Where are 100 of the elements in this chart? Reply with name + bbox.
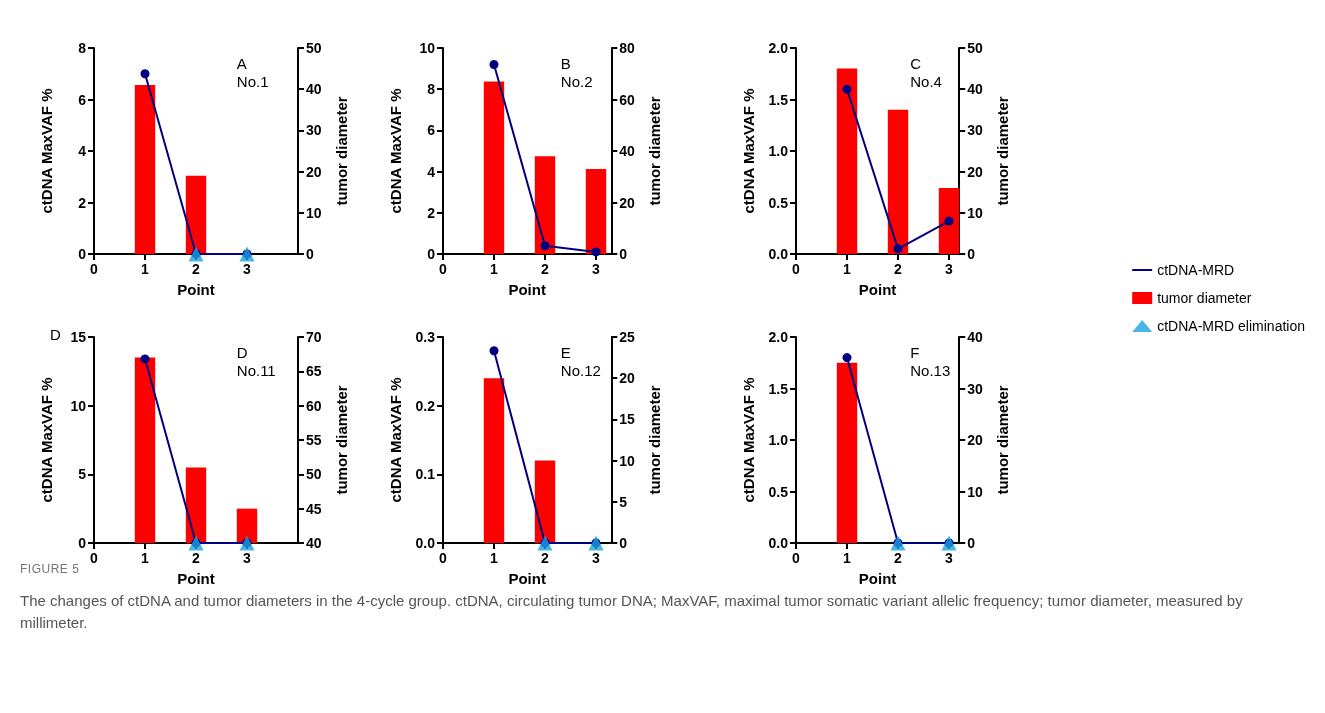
y2-tick-label: 10	[967, 204, 983, 221]
y-tick-label: 1.0	[768, 143, 789, 159]
y2-tick-label: 50	[967, 40, 983, 56]
y2-tick-label: 30	[967, 122, 983, 139]
x-tick-label: 2	[192, 550, 201, 566]
y2-tick-label: 20	[619, 194, 636, 211]
y-tick-label: 2.0	[768, 40, 789, 56]
y-tick-label: 0.1	[415, 466, 436, 483]
x-axis-title: Point	[858, 570, 897, 587]
y2-tick-label: 0	[967, 246, 976, 262]
legend-label: ctDNA-MRD	[1157, 262, 1235, 278]
y2-tick-label: 10	[619, 452, 636, 469]
x-tick-label: 1	[490, 261, 499, 277]
y-tick-label: 0.0	[415, 535, 436, 551]
text: D	[50, 325, 61, 343]
y2-tick-label: 50	[306, 466, 322, 483]
y-tick-label: 0	[78, 246, 87, 262]
y2-tick-label: 0	[619, 246, 628, 262]
x-tick-label: 3	[243, 550, 252, 566]
annotation: B No.2	[560, 54, 593, 90]
y-axis-title: ctDNA MaxVAF %	[740, 88, 757, 214]
y-tick-label: 5	[78, 466, 87, 483]
x-tick-label: 0	[90, 261, 99, 277]
x-tick-label: 2	[541, 261, 550, 277]
y2-tick-label: 20	[619, 370, 636, 387]
y2-tick-label: 40	[619, 143, 636, 159]
x-axis-title: Point	[858, 281, 897, 298]
y-tick-label: 2	[78, 194, 87, 211]
y-tick-label: 1.5	[768, 91, 789, 108]
x-tick-label: 2	[541, 550, 550, 566]
y-tick-label: 0.2	[415, 397, 436, 414]
y-tick-label: 8	[78, 40, 87, 56]
x-tick-label: 2	[192, 261, 201, 277]
x-tick-label: 3	[945, 550, 954, 566]
y-tick-label: 8	[427, 81, 436, 98]
annotation: F No.13	[910, 343, 951, 379]
y2-tick-label: 30	[306, 122, 322, 139]
y-tick-label: 4	[427, 163, 436, 180]
y2-axis-title: tumor diameter	[646, 96, 664, 206]
y-tick-label: 2	[427, 204, 436, 221]
y-tick-label: 4	[78, 143, 87, 159]
y2-tick-label: 40	[306, 81, 322, 98]
x-tick-label: 1	[141, 261, 150, 277]
y-tick-label: 0	[78, 535, 87, 551]
y-tick-label: 0.5	[768, 194, 789, 211]
y-axis-title: ctDNA MaxVAF %	[740, 377, 757, 503]
y2-axis-title: tumor diameter	[333, 385, 350, 495]
y2-tick-label: 40	[967, 81, 983, 98]
y2-tick-label: 10	[967, 483, 983, 500]
y2-axis-title: tumor diameter	[994, 96, 1012, 206]
y2-tick-label: 70	[306, 329, 322, 345]
y-tick-label: 0.5	[768, 483, 789, 500]
y-tick-label: 0.3	[415, 329, 436, 345]
x-tick-label: 0	[792, 261, 801, 277]
x-tick-label: 3	[592, 261, 601, 277]
y-tick-label: 6	[78, 91, 87, 108]
y2-tick-label: 20	[967, 163, 983, 180]
x-tick-label: 1	[490, 550, 499, 566]
y2-tick-label: 0	[619, 535, 628, 551]
y-tick-label: 10	[419, 40, 436, 56]
y2-tick-label: 40	[306, 535, 322, 551]
y2-tick-label: 0	[967, 535, 976, 551]
y2-tick-label: 50	[306, 40, 322, 56]
text: FIGURE 5	[20, 562, 80, 576]
y-axis-title: ctDNA MaxVAF %	[38, 88, 55, 214]
y-axis-title: ctDNA MaxVAF %	[38, 377, 55, 503]
y-tick-label: 6	[427, 122, 436, 139]
y-tick-label: 2.0	[768, 329, 789, 345]
y-axis-title: ctDNA MaxVAF %	[387, 377, 404, 503]
x-tick-label: 0	[439, 261, 448, 277]
x-tick-label: 0	[90, 550, 99, 566]
y2-tick-label: 0	[306, 246, 314, 262]
y2-tick-label: 5	[619, 493, 628, 510]
legend-label: tumor diameter	[1157, 290, 1252, 306]
x-tick-label: 1	[843, 261, 852, 277]
x-tick-label: 3	[945, 261, 954, 277]
y-tick-label: 0.0	[768, 535, 789, 551]
text: The changes of ctDNA and tumor diameters in the 4-cycle group. ctDNA, circulating tumor DNA; MaxVAF, maximal tumor somatic variant allelic frequency; tumor diameter, measured by millimeter.	[20, 591, 1244, 633]
x-tick-label: 3	[592, 550, 601, 566]
y2-tick-label: 20	[967, 432, 983, 448]
y2-tick-label: 60	[306, 397, 322, 414]
annotation: D No.11	[236, 343, 276, 379]
y2-tick-label: 40	[967, 329, 983, 345]
x-tick-label: 0	[439, 550, 448, 566]
x-axis-title: Point	[177, 281, 215, 298]
y2-axis-title: tumor diameter	[333, 96, 350, 206]
x-tick-label: 2	[894, 550, 903, 566]
annotation: A No.1	[236, 54, 269, 90]
y2-tick-label: 20	[306, 163, 322, 180]
y2-tick-label: 65	[306, 363, 322, 380]
y-axis-title: ctDNA MaxVAF %	[387, 88, 404, 214]
y2-axis-title: tumor diameter	[994, 385, 1012, 495]
y2-axis-title: tumor diameter	[646, 385, 664, 495]
y-tick-label: 1.0	[768, 432, 789, 448]
x-axis-title: Point	[508, 281, 546, 298]
x-tick-label: 0	[792, 550, 801, 566]
y2-tick-label: 30	[967, 380, 983, 397]
y2-tick-label: 55	[306, 432, 322, 448]
legend-label: ctDNA-MRD elimination	[1157, 318, 1306, 334]
x-tick-label: 2	[894, 261, 903, 277]
